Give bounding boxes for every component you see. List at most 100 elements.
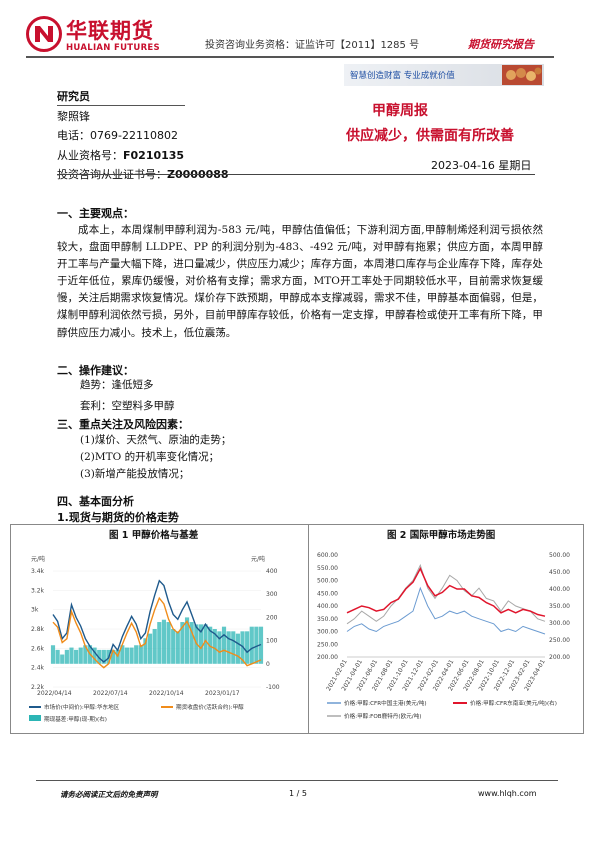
header-divider xyxy=(26,56,554,58)
brand-name-en: HUALIAN FUTURES xyxy=(66,43,160,53)
report-date: 2023-04-16 星期日 xyxy=(431,159,532,172)
report-type: 期货研究报告 xyxy=(468,38,534,51)
basis-bar xyxy=(129,647,134,664)
basis-bar xyxy=(235,633,240,664)
basis-bar xyxy=(138,645,143,664)
y-tick-label-left: 300.00 xyxy=(317,629,338,636)
legend-label: 期货收盘价(活跃合约):甲醇 xyxy=(176,703,244,711)
report-subtitle: 供应减少，供需面有所改善 xyxy=(346,128,514,144)
basis-bar xyxy=(161,619,167,664)
basis-bar xyxy=(157,622,162,664)
basis-bar xyxy=(180,622,185,664)
trend-advice: 趋势：逢低短多 xyxy=(80,379,154,391)
basis-bar xyxy=(249,626,254,664)
y-tick-label-right: 500.00 xyxy=(549,552,570,559)
basis-bar xyxy=(245,631,250,664)
basis-bar xyxy=(78,647,83,664)
basis-bar xyxy=(240,631,245,664)
y-tick-label-right: 400.00 xyxy=(549,586,570,593)
brand-name-cn: 华联期货 xyxy=(66,19,154,43)
basis-bar xyxy=(64,649,69,664)
basis-bar xyxy=(147,633,153,664)
x-tick-label: 2022/04/14 xyxy=(37,690,72,697)
y-tick-label-left: 400.00 xyxy=(317,603,338,610)
basis-bar xyxy=(231,631,236,664)
analyst-underline xyxy=(57,104,185,106)
y-tick-label-right: 300 xyxy=(266,591,278,598)
section-fundamentals: 四、基本面分析 xyxy=(57,495,134,508)
basis-bar xyxy=(134,645,139,664)
y-tick-label-right: 250.00 xyxy=(549,637,570,644)
y-tick-label-right: 450.00 xyxy=(549,569,570,576)
slogan-banner: 智慧创造财富 专业成就价值 xyxy=(344,64,544,86)
y-tick-label-left: 600.00 xyxy=(317,552,338,559)
spot-price-line xyxy=(52,579,262,663)
basis-bar xyxy=(83,645,88,664)
y-tick-label-right: 200 xyxy=(266,614,278,621)
basis-bar xyxy=(74,649,79,664)
qual-value: F0210135 xyxy=(123,148,185,162)
subsection-price-trend: 1.现货与期货的价格走势 xyxy=(57,511,179,524)
basis-bar xyxy=(212,629,217,664)
key-views-paragraph: 成本上，本周煤制甲醇利润为-583 元/吨，甲醇估值偏低；下游利润方面,甲醇制烯… xyxy=(57,224,543,339)
legend-label: 价格:甲醇:CFR中国主港(美元/吨) xyxy=(344,699,427,707)
basis-bar xyxy=(120,645,125,664)
legend-label: 市场价(中间价):甲醇:华东地区 xyxy=(44,703,120,711)
y-tick-label-left: 2.8k xyxy=(31,626,45,633)
basis-bar xyxy=(124,647,130,664)
brand: 华联期货 HUALIAN FUTURES xyxy=(66,20,160,53)
section-risks: 三、重点关注及风险因素： xyxy=(57,418,189,431)
cfr-china-line xyxy=(346,586,546,635)
license-text: 投资咨询业务资格：证监许可【2011】1285 号 xyxy=(205,40,420,51)
basis-bar xyxy=(92,647,97,664)
basis-bar xyxy=(101,649,106,664)
y-tick-label-right: -100 xyxy=(266,684,280,691)
legend-swatch xyxy=(29,715,41,721)
y-tick-label-left: 3.4k xyxy=(31,568,45,575)
footer-divider xyxy=(36,780,558,781)
figure-2-title: 图 2 国际甲醇市场走势图 xyxy=(387,530,496,541)
y-axis-label-left: 元/吨 xyxy=(31,555,45,563)
basis-bar xyxy=(198,624,203,664)
y-tick-label-left: 2.4k xyxy=(31,665,45,672)
basis-bar xyxy=(69,647,74,664)
basis-bar xyxy=(97,649,102,664)
coins-icon xyxy=(502,65,542,85)
basis-bar xyxy=(166,622,171,664)
basis-bar xyxy=(203,624,208,664)
risk-item: (2)MTO 的开机率变化情况； xyxy=(80,451,220,463)
y-axis-label-right: 元/吨 xyxy=(251,555,265,563)
arbitrage-advice: 套利：空塑料多甲醇 xyxy=(80,400,175,412)
y-tick-label-left: 2.2k xyxy=(31,684,45,691)
basis-bar xyxy=(226,631,231,664)
legend-label: 价格:甲醇:FOB鹿特丹(欧元/吨) xyxy=(344,712,421,720)
cfr-southeast-asia-line xyxy=(346,566,546,617)
slogan-text: 智慧创造财富 专业成就价值 xyxy=(350,71,455,81)
basis-bar xyxy=(254,626,259,664)
page-number: 1 / 5 xyxy=(289,789,307,798)
basis-bar xyxy=(152,629,157,664)
analyst-divider xyxy=(57,174,535,175)
analyst-role: 研究员 xyxy=(57,90,90,103)
y-tick-label-left: 3k xyxy=(31,607,39,614)
y-tick-label-left: 200.00 xyxy=(317,654,338,661)
methanol-price-basis-chart: 元/吨 元/吨 3.4k 3.2k 3k 2.8k 2.6k 2.4k 2.2k 400 300 20… xyxy=(29,555,280,723)
y-tick-label-left: 350.00 xyxy=(317,616,338,623)
analyst-name: 黎照锋 xyxy=(57,109,90,123)
basis-bar xyxy=(217,631,222,664)
legend-label: 期现基差:甲醇(现-期)(右) xyxy=(44,715,107,723)
basis-bar xyxy=(189,622,194,664)
y-tick-label-left: 2.6k xyxy=(31,645,45,652)
figure-1-title: 图 1 甲醇价格与基差 xyxy=(109,530,199,541)
phone-label: 电话： xyxy=(57,129,90,142)
section-key-views: 一、主要观点： xyxy=(57,207,134,220)
footer-disclaimer: 请务必阅读正文后的免责声明 xyxy=(60,790,158,799)
legend-label: 价格:甲醇:CFR东南亚(美元/吨)(右) xyxy=(470,699,557,707)
footer-website[interactable]: www.hlqh.com xyxy=(478,789,537,798)
figure-divider xyxy=(308,525,309,733)
section-operation: 二、操作建议： xyxy=(57,364,134,377)
basis-bar xyxy=(171,629,176,664)
y-tick-label-right: 350.00 xyxy=(549,603,570,610)
y-tick-label-left: 450.00 xyxy=(317,590,338,597)
analyst-qualification: 从业资格号：F0210135 xyxy=(57,146,229,166)
